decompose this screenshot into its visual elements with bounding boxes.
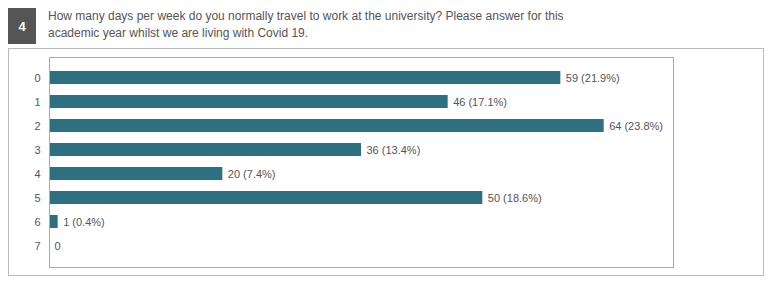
svg-text:0: 0	[55, 240, 61, 252]
svg-text:3: 3	[34, 144, 40, 156]
svg-text:46 (17.1%): 46 (17.1%)	[453, 96, 507, 108]
svg-text:2: 2	[34, 120, 40, 132]
svg-text:1: 1	[34, 96, 40, 108]
html-text:4: 4	[18, 18, 26, 34]
svg-text:6: 6	[34, 216, 40, 228]
html-text:How many days per week do you: How many days per week do you normally t…	[48, 9, 564, 23]
svg-text:4: 4	[34, 168, 40, 180]
svg-text:64 (23.8%): 64 (23.8%)	[609, 120, 663, 132]
html-text:academic year whilst we are li: academic year whilst we are living with …	[48, 26, 309, 40]
svg-text:0: 0	[34, 72, 40, 84]
svg-text:59 (21.9%): 59 (21.9%)	[566, 72, 620, 84]
svg-text:50 (18.6%): 50 (18.6%)	[488, 192, 542, 204]
svg-text:1 (0.4%): 1 (0.4%)	[63, 216, 105, 228]
svg-text:7: 7	[34, 240, 40, 252]
svg-text:20 (7.4%): 20 (7.4%)	[228, 168, 276, 180]
svg-text:5: 5	[34, 192, 40, 204]
svg-text:36 (13.4%): 36 (13.4%)	[367, 144, 421, 156]
